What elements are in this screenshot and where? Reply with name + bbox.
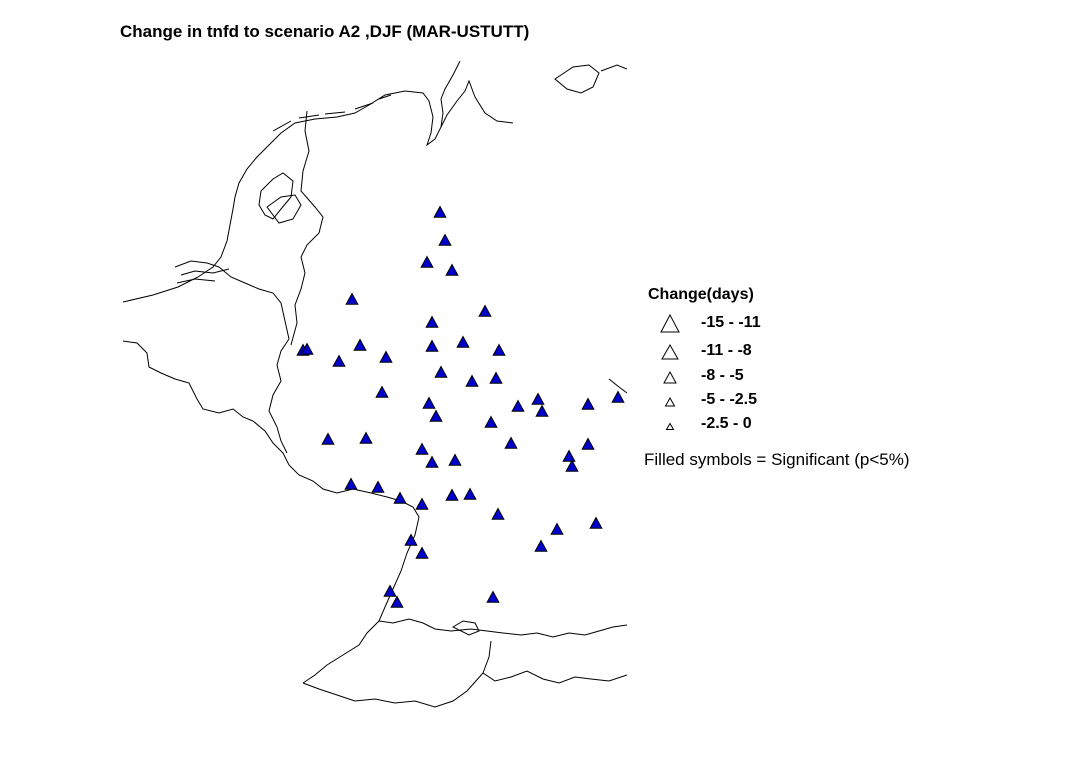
station-marker [445, 263, 459, 276]
legend-item: -2.5 - 0 [658, 414, 858, 436]
border-at-ch-it [482, 640, 627, 684]
legend-label: -2.5 - 0 [701, 415, 752, 432]
map-title: Change in tnfd to scenario A2 ,DJF (MAR-… [120, 22, 530, 41]
station-marker [415, 546, 429, 559]
station-marker [511, 399, 525, 412]
station-marker [492, 343, 506, 356]
station-marker [456, 335, 470, 348]
station-marker [332, 354, 346, 367]
station-marker [445, 488, 459, 501]
delta-estuaries [174, 260, 230, 284]
flevoland [266, 194, 302, 224]
station-marker [420, 255, 434, 268]
border-nl-be [218, 266, 290, 340]
station-marker [611, 390, 625, 403]
station-marker [433, 205, 447, 218]
station-marker [345, 292, 359, 305]
border-fr-de [352, 488, 420, 622]
station-marker [562, 449, 576, 462]
station-marker [484, 415, 498, 428]
station-marker [486, 590, 500, 603]
border-de-cz [608, 378, 627, 394]
border-ch-de [378, 618, 538, 636]
station-marker [300, 342, 314, 355]
station-marker [448, 453, 462, 466]
jutland-coast [440, 79, 514, 128]
station-marker [534, 539, 548, 552]
legend-title: Change(days) [648, 286, 754, 303]
station-marker [425, 455, 439, 468]
legend-item: -11 - -8 [658, 341, 858, 363]
border-nl-de [290, 110, 324, 346]
station-marker [589, 516, 603, 529]
station-marker [379, 350, 393, 363]
ijsselmeer [258, 172, 294, 220]
station-marker [344, 477, 358, 490]
boundaries-layer [123, 61, 627, 708]
station-marker [371, 480, 385, 493]
station-marker [531, 392, 545, 405]
legend-item: -8 - -5 [658, 366, 858, 388]
station-marker [321, 432, 335, 445]
border-ch-fr [302, 620, 380, 684]
border-be-fr [123, 340, 254, 422]
station-marker [581, 397, 595, 410]
border-luxembourg [252, 420, 354, 494]
station-marker [415, 442, 429, 455]
station-marker [489, 371, 503, 384]
map-frame [123, 61, 627, 708]
station-marker [422, 396, 436, 409]
legend-label: -5 - -2.5 [701, 391, 758, 408]
legend-symbol-triangle [665, 422, 675, 430]
legend-symbol-triangle [660, 313, 680, 333]
legend-label: -15 - -11 [701, 314, 761, 331]
station-marker [353, 338, 367, 351]
lake-constance [451, 620, 480, 636]
station-marker [581, 437, 595, 450]
station-marker [491, 507, 505, 520]
station-marker [504, 436, 518, 449]
station-markers [296, 205, 625, 608]
station-marker [425, 315, 439, 328]
coastline [123, 61, 461, 303]
legend-symbol-triangle [661, 343, 679, 360]
station-marker [359, 431, 373, 444]
border-de-at [536, 624, 627, 638]
station-marker [550, 522, 564, 535]
station-marker [375, 385, 389, 398]
station-marker [565, 459, 579, 472]
station-marker [438, 233, 452, 246]
station-marker [415, 497, 429, 510]
border-ch-it [302, 672, 484, 708]
legend-label: -8 - -5 [701, 367, 744, 384]
wadden-islands [272, 94, 392, 132]
station-marker [390, 595, 404, 608]
station-marker [463, 487, 477, 500]
legend-symbol-triangle [663, 370, 677, 384]
legend-note: Filled symbols = Significant (p<5%) [644, 450, 910, 469]
legend-item: -5 - -2.5 [658, 390, 858, 412]
border-be-de-lu [268, 338, 290, 454]
station-marker [383, 584, 397, 597]
station-marker [425, 339, 439, 352]
station-marker [465, 374, 479, 387]
station-marker [404, 533, 418, 546]
station-marker [429, 409, 443, 422]
danish-islands [554, 64, 627, 94]
station-marker [535, 404, 549, 417]
station-marker [478, 304, 492, 317]
station-marker [434, 365, 448, 378]
station-marker [393, 491, 407, 504]
legend: Change(days) -15 - -11 -11 - -8 -8 - -5 … [644, 286, 1048, 486]
legend-symbol-triangle [664, 396, 676, 407]
legend-item: -15 - -11 [658, 313, 858, 335]
legend-label: -11 - -8 [701, 342, 752, 359]
